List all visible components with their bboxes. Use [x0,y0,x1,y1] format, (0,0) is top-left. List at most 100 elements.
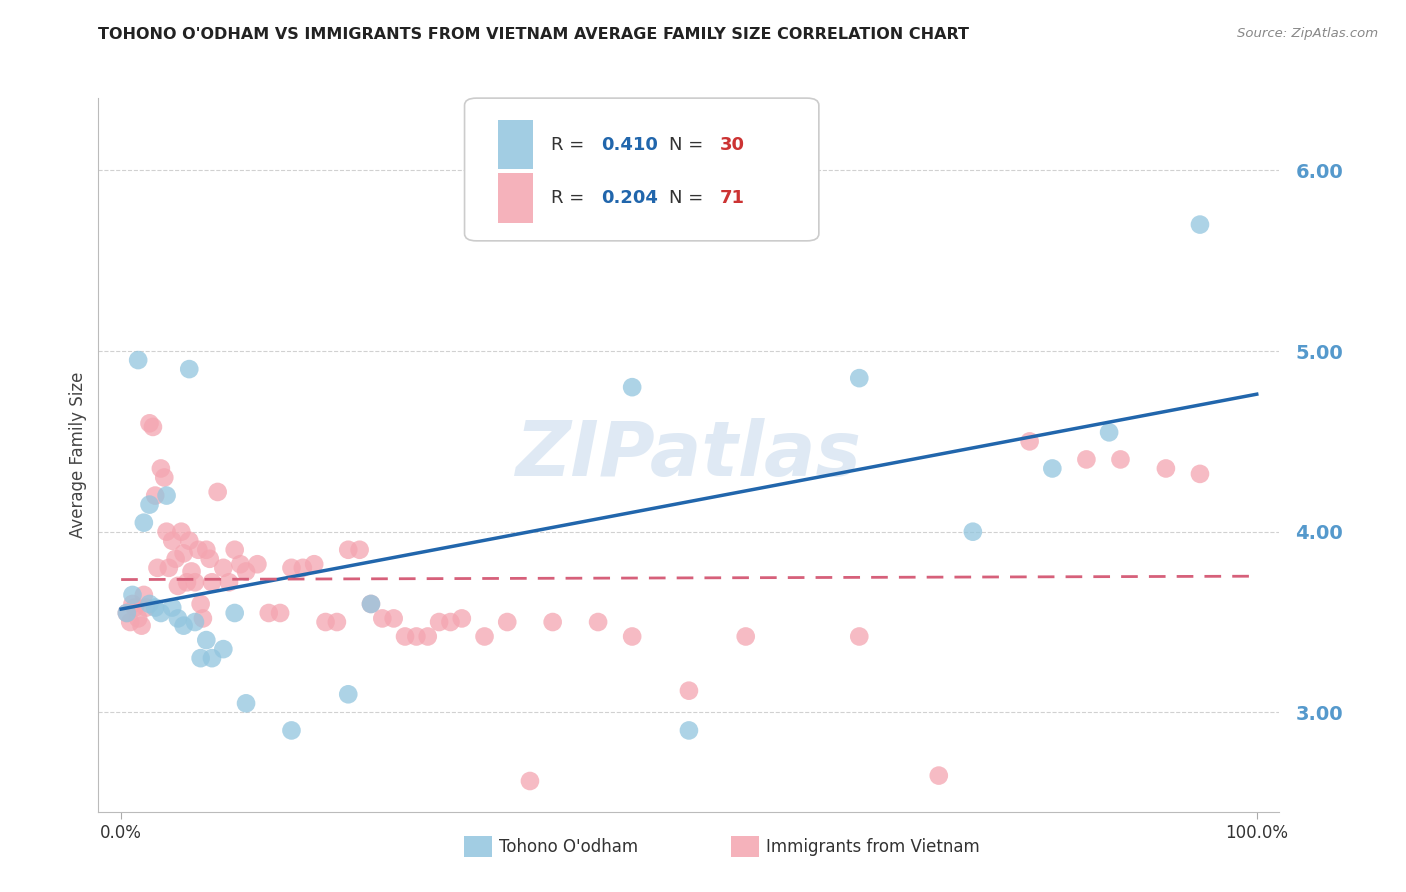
Point [138,417,160,431]
Point [360,597,382,611]
Point [138,597,160,611]
Point [155,524,177,539]
Text: Immigrants from Vietnam: Immigrants from Vietnam [766,838,980,855]
Point [1154,461,1177,475]
Point [928,768,950,782]
Point [173,546,195,560]
Point [427,615,450,629]
FancyBboxPatch shape [464,98,818,241]
Text: 71: 71 [720,189,745,207]
Point [155,489,177,503]
Point [187,542,209,557]
Point [621,630,644,644]
Point [190,597,212,611]
Point [184,575,207,590]
Point [1109,452,1132,467]
Point [1040,461,1063,475]
Text: Tohono O'odham: Tohono O'odham [499,838,638,855]
Point [962,524,984,539]
Point [149,461,172,475]
FancyBboxPatch shape [498,120,533,169]
Point [269,606,291,620]
Point [382,611,405,625]
Point [176,575,198,590]
Point [405,630,427,644]
Point [291,561,314,575]
Point [734,630,756,644]
Point [450,611,472,625]
Point [848,630,870,644]
Point [326,615,349,629]
Point [1188,218,1211,232]
Point [337,542,360,557]
Point [586,615,609,629]
Point [678,683,700,698]
Point [167,579,190,593]
Point [212,642,235,657]
Point [149,606,172,620]
Point [218,575,240,590]
Y-axis label: Average Family Size: Average Family Size [69,372,87,538]
FancyBboxPatch shape [498,173,533,223]
Point [394,630,416,644]
Point [143,600,166,615]
Point [229,558,252,572]
Point [190,651,212,665]
Point [439,615,461,629]
Point [135,600,157,615]
Point [207,485,229,500]
Point [1098,425,1121,440]
Point [180,565,202,579]
Point [195,542,218,557]
Point [541,615,564,629]
Point [235,696,257,710]
Point [280,723,302,738]
Point [179,362,201,376]
Point [371,611,394,625]
Point [416,630,439,644]
Point [115,606,138,620]
Point [519,774,541,789]
Point [257,606,280,620]
Point [142,420,165,434]
Point [496,615,519,629]
Point [474,630,496,644]
Text: N =: N = [669,136,709,153]
Point [1018,434,1040,449]
Text: 0.204: 0.204 [602,189,658,207]
Point [167,611,190,625]
Point [115,606,138,620]
Point [121,588,143,602]
Point [280,561,302,575]
Point [121,597,143,611]
Text: 30: 30 [720,136,745,153]
Point [224,606,246,620]
Text: ZIPatlas: ZIPatlas [516,418,862,491]
Text: N =: N = [669,189,709,207]
Point [212,561,235,575]
Text: TOHONO O'ODHAM VS IMMIGRANTS FROM VIETNAM AVERAGE FAMILY SIZE CORRELATION CHART: TOHONO O'ODHAM VS IMMIGRANTS FROM VIETNA… [98,27,969,42]
Text: R =: R = [551,189,589,207]
Point [143,489,166,503]
Point [165,551,187,566]
Point [162,600,183,615]
Point [360,597,382,611]
Point [246,558,269,572]
Point [337,687,360,701]
Point [201,575,224,590]
Point [127,353,149,368]
Point [131,618,153,632]
Point [157,561,180,575]
Text: 0.410: 0.410 [602,136,658,153]
Point [132,516,155,530]
Point [302,558,325,572]
Point [173,618,195,632]
Point [120,615,142,629]
Point [678,723,700,738]
Point [179,533,201,548]
Point [127,611,149,625]
Point [349,542,371,557]
Point [132,588,155,602]
Point [201,651,224,665]
Point [848,371,870,385]
